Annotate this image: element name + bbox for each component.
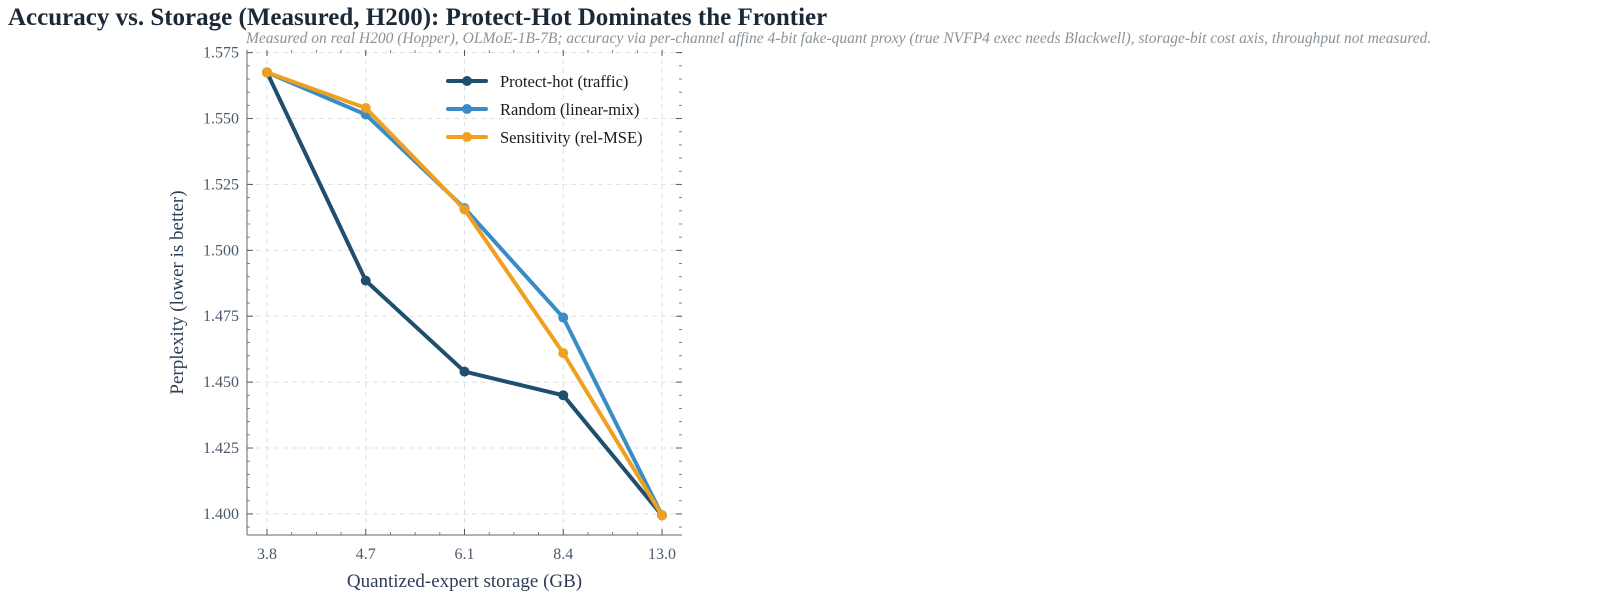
legend-label: Sensitivity (rel-MSE) [500,128,643,147]
x-tick-label: 4.7 [356,546,376,563]
y-tick-label: 1.525 [203,176,239,193]
x-axis-label: Quantized-expert storage (GB) [347,571,582,592]
data-point [459,204,470,215]
x-tick-label: 8.4 [553,546,573,563]
series-lines [262,67,667,521]
legend-marker [462,132,472,142]
y-axis-label: Perplexity (lower is better) [167,190,188,394]
legend: Protect-hot (traffic) Random (linear-mix)… [446,72,643,147]
data-point [459,366,470,377]
legend-label: Protect-hot (traffic) [500,72,628,91]
data-point [360,102,371,113]
legend-item-1: Protect-hot (traffic) [446,72,628,91]
chart-title: Accuracy vs. Storage (Measured, H200): P… [8,4,828,31]
series-3 [262,67,667,521]
legend-marker [462,104,472,114]
x-tick-label: 6.1 [455,546,475,563]
y-tick-label: 1.575 [203,45,239,62]
y-tick-label: 1.475 [203,308,239,325]
legend-marker [462,76,472,86]
x-tick-label: 13.0 [648,546,676,563]
legend-label: Random (linear-mix) [500,100,639,119]
data-point [558,390,569,401]
data-point [657,510,667,521]
y-tick-label: 1.400 [203,506,239,523]
axes: 1.400 1.425 1.450 1.475 1.500 1.525 1.550 1.575… [203,45,682,563]
y-tick-label: 1.450 [203,374,239,391]
data-point [262,67,272,78]
x-tick-label: 3.8 [257,546,277,563]
legend-item-3: Sensitivity (rel-MSE) [446,128,643,147]
chart-subtitle: Measured on real H200 (Hopper), OLMoE-1B… [246,30,1432,47]
data-point [558,312,569,323]
data-point [558,348,569,359]
data-point [360,275,371,286]
y-tick-label: 1.550 [203,111,239,128]
y-tick-label: 1.500 [203,242,239,259]
y-tick-label: 1.425 [203,440,239,457]
legend-item-2: Random (linear-mix) [446,100,639,119]
